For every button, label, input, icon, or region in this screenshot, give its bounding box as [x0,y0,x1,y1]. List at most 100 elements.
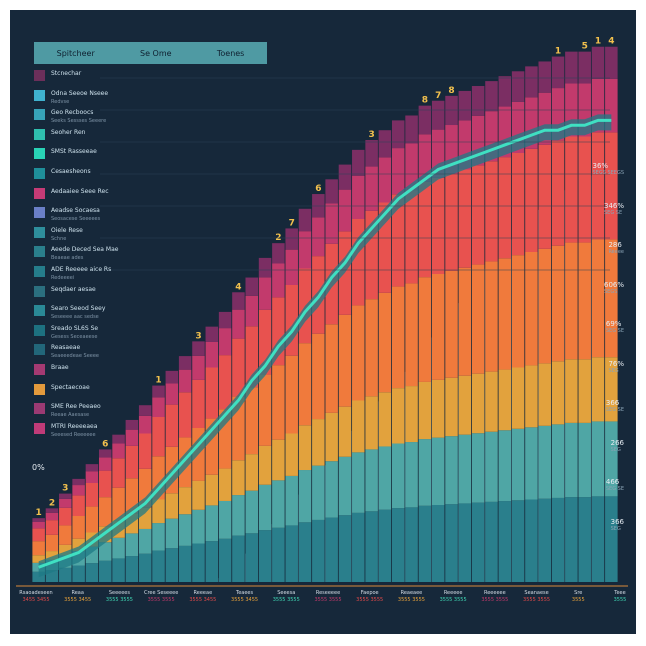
legend-item: ADE Reeeee aice Rs Redeeeei [34,266,111,282]
bar-segment [578,136,591,243]
x-axis-label-name: Seeesa [277,590,296,596]
bar-segment [551,56,565,89]
bar-segment [272,365,285,440]
legend-swatch [34,207,45,219]
bar-segment [338,314,352,407]
bar-segment [591,421,605,497]
bar-segment [165,404,179,447]
legend-text: Reasaeae Seaeeedeae Seeee [51,344,99,360]
x-axis-label-name: Sre [574,590,583,596]
chart-header-bar: Spitcheer Se Ome Toenes [34,42,267,64]
legend-item: Geo Recboocs Seeks Sessses Seeere [34,109,106,124]
bar-segment [45,534,59,552]
legend-item: Searo Seeod Seey Seseeee aac sedse [34,305,105,320]
bar-segment [152,385,165,398]
right-axis-tick: 266 SEG [611,439,624,453]
x-axis-label: Seanaese 3555 3555 [517,590,557,604]
bar-segment [578,359,591,423]
legend-item: Seqdaer aesae [34,285,96,300]
bar-segment [431,177,445,274]
legend-item: Reasaeae Seaeeedeae Seeee [34,344,99,360]
bar-value-label: 6 [315,184,321,194]
x-axis-label-value: 3555 3555 [523,597,551,603]
bar-segment [125,556,139,582]
bar-segment [285,228,298,250]
bar-segment [445,270,458,378]
bar-segment [365,140,378,167]
legend-swatch [34,266,45,277]
legend-label: MTRI Reeeeaea [51,422,98,430]
x-axis-label-name: Seeeees [108,590,130,596]
bar-segment [471,373,485,434]
legend-swatch [34,422,45,434]
bar-segment [391,148,405,195]
x-axis-label: Reeeee 3555 3555 [433,590,473,604]
right-axis-tick: 346% SEG SE [604,202,624,216]
right-axis-tick: 76% SEG [608,360,624,374]
bar-segment [365,511,378,582]
legend-swatch [34,324,45,336]
bar-value-label: 7 [435,91,441,101]
right-axis-tick: 466 SEG SE [606,478,624,492]
bar-segment [525,66,538,98]
bar-segment [85,471,99,483]
legend-label: Aeede Deced Sea Mae [51,246,119,254]
bar-segment [538,425,552,499]
bar-segment [418,134,432,182]
x-axis-label-name: Reeeeee [483,590,506,596]
legend-text: Aedaaiee Seee Rec [51,188,109,196]
bar-segment [32,518,45,522]
bar-segment [245,387,259,455]
legend-sublabel: Seeesed Reeeeee [51,431,96,438]
bar-segment [605,496,618,582]
legend-text: ADE Reeeee aice Rs Redeeeei [51,266,111,282]
bar-value-label: 6 [102,439,108,449]
bar-segment [565,359,578,423]
bar-segment [138,433,152,469]
bar-segment [578,51,591,84]
bar-segment [418,105,432,135]
bar-segment [45,508,59,513]
legend-item: Spectaecoae [34,383,90,398]
bar-segment [72,478,85,486]
bar-segment [59,525,72,545]
legend-item: Oiele Rese Schne [34,226,83,242]
legend-swatch [34,89,45,101]
x-axis-label-name: Seanaese [524,590,549,596]
bar-segment [391,194,405,287]
right-axis-tick-label: 69% [605,320,622,328]
bar-segment [298,343,312,426]
bar-segment [352,512,365,582]
legend-swatch [34,148,45,160]
x-axis-label-name: Cree Seseeee [143,590,179,596]
header-label-2: Se Ome [140,48,172,58]
bar-segment [245,295,259,327]
bar-segment [258,445,272,485]
bar-segment [245,490,259,534]
bar-segment [218,500,232,539]
legend-label: ADE Reeeee aice Rs [51,266,112,273]
bar-segment [59,567,72,582]
right-axis-tick-label: 76% [608,359,624,368]
bar-segment [405,190,418,284]
bar-segment [405,143,418,191]
bar-segment [138,528,152,554]
right-axis-tick: 36% SEGS SEEGS [592,162,624,176]
right-axis-tick: 286 Reeee [608,241,624,255]
bar-value-label: 8 [448,86,454,96]
bar-segment [605,239,618,358]
bar-segment [405,283,418,387]
x-axis-label-value: 3555 3555 [356,597,384,603]
bar-segment [391,120,405,149]
legend-item: Sreado SL6S Se Gesess Seceaeese [34,324,99,340]
bar-segment [232,535,245,582]
bar-segment [325,517,338,582]
bar-segment [591,46,605,79]
right-axis-tick-sublabel: SEG [610,525,621,532]
bar-segment [471,433,485,503]
bar-segment [418,505,432,582]
bar-segment [378,130,392,158]
x-axis-label-name: Reseeeee [315,590,341,596]
bar-segment [511,428,525,501]
legend-label: Sreado SL6S Se [51,324,99,332]
